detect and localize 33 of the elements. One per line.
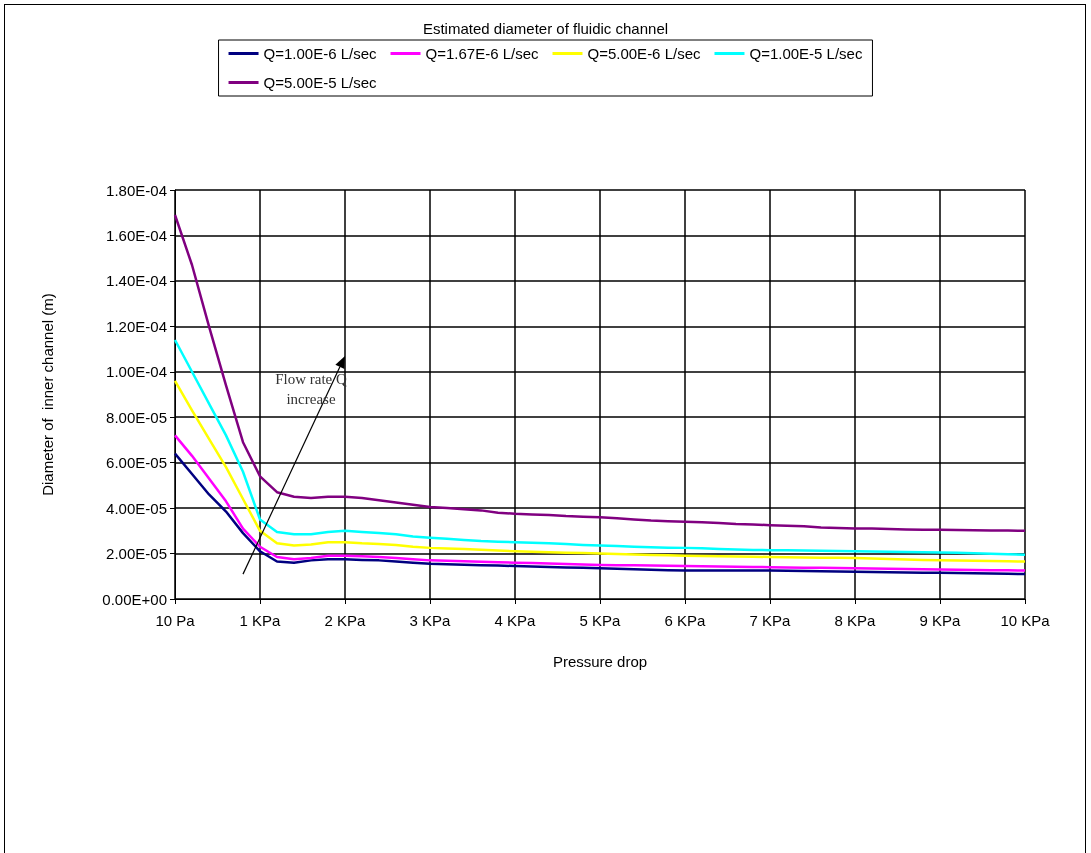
y-tick-label: 1.40E-04 <box>106 272 167 290</box>
legend-label: Q=1.00E-5 L/sec <box>749 45 863 62</box>
line-series <box>173 434 1027 572</box>
legend-label: Q=1.00E-6 L/sec <box>263 45 378 62</box>
chart-title: Estimated diameter of fluidic channel <box>422 20 669 37</box>
y-tick-label: 2.00E-05 <box>106 545 167 563</box>
y-tick-label: 0.00E+00 <box>102 590 167 608</box>
x-tick-label: 6 KPa <box>664 612 707 629</box>
line-series <box>173 213 1027 533</box>
line-series <box>173 452 1027 576</box>
y-tick-label: 8.00E-05 <box>106 408 167 426</box>
legend-label: Q=1.67E-6 L/sec <box>425 45 539 62</box>
y-tick-label: 6.00E-05 <box>106 454 167 472</box>
legend-label: Q=5.00E-6 L/sec <box>587 45 701 62</box>
y-tick-label: 1.80E-04 <box>106 181 167 199</box>
x-tick-label: 4 KPa <box>494 612 537 629</box>
y-tick-label: 4.00E-05 <box>106 499 167 517</box>
x-tick-label: 7 KPa <box>749 612 792 629</box>
x-tick-label: 5 KPa <box>579 612 622 629</box>
y-tick-label: 1.60E-04 <box>106 226 167 244</box>
x-tick-label: 9 KPa <box>919 612 962 629</box>
y-axis-title: Diameter of inner channel (m) <box>39 293 56 496</box>
y-tick-label: 1.20E-04 <box>106 317 167 335</box>
y-tick-label: 1.00E-04 <box>106 363 167 381</box>
legend-label: Q=5.00E-5 L/sec <box>263 74 378 91</box>
x-tick-label: 3 KPa <box>409 612 452 629</box>
x-tick-label: 8 KPa <box>834 612 877 629</box>
x-axis-title: Pressure drop <box>552 653 648 670</box>
x-tick-label: 1 KPa <box>239 612 282 629</box>
x-tick-label: 10 Pa <box>155 612 196 629</box>
line-series <box>173 338 1027 556</box>
x-tick-label: 10 KPa <box>1000 612 1051 629</box>
x-tick-label: 2 KPa <box>324 612 367 629</box>
